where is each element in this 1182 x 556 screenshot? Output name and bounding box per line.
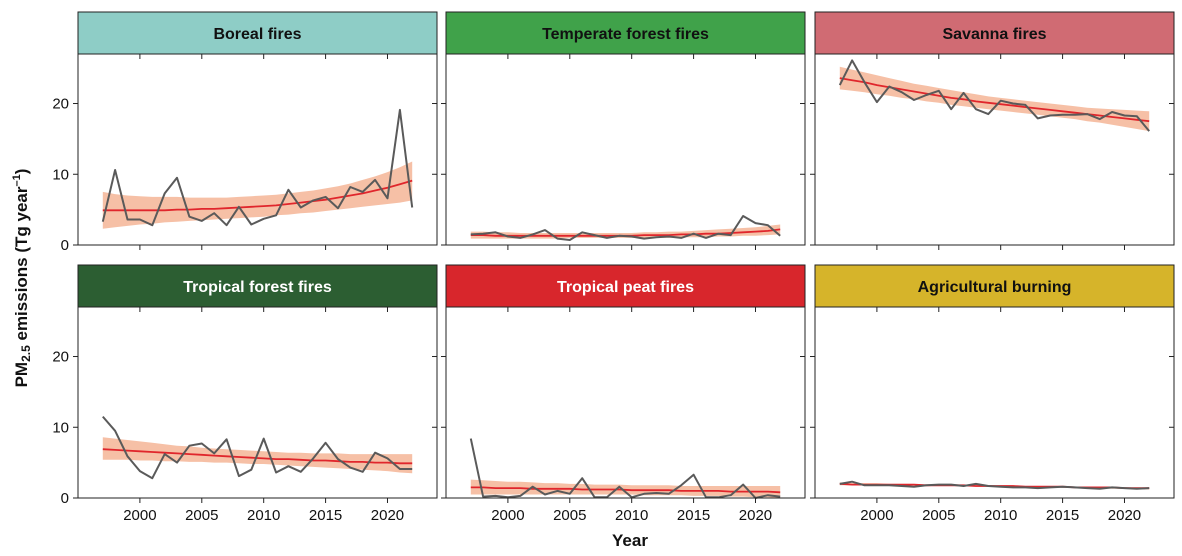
plot-frame: [77, 306, 438, 499]
panel-title: Tropical peat fires: [557, 279, 694, 296]
chart-panels: Boreal fires 0 10 20 Temperate forest fires S…: [52, 11, 1175, 524]
y-tick-label: 0: [61, 490, 69, 507]
plot-frame: [77, 53, 438, 246]
x-tick-label: 2020: [739, 507, 772, 524]
x-tick-label: 2015: [1046, 507, 1079, 524]
plot-frame: [445, 306, 806, 499]
y-tick-label: 20: [52, 96, 69, 113]
x-tick-label: 2015: [677, 507, 710, 524]
x-axis-label: Year: [612, 531, 648, 550]
x-tick-label: 2020: [1108, 507, 1141, 524]
panel-savanna-fires: Savanna fires: [810, 11, 1175, 250]
panel-title: Boreal fires: [213, 26, 301, 43]
x-tick-label: 2000: [123, 507, 156, 524]
panel-agricultural-burning: Agricultural burning 2000 2005 2010 2015 2020: [810, 264, 1175, 524]
panel-tropical-forest-fires: Tropical forest fires 0 10 20 2000 2005 2010 20…: [52, 264, 438, 524]
x-tick-label: 2010: [615, 507, 648, 524]
plot-frame: [445, 53, 806, 246]
plot-frame: [814, 306, 1175, 499]
panel-title: Temperate forest fires: [542, 26, 709, 43]
x-tick-label: 2005: [553, 507, 586, 524]
panel-header: [814, 11, 1175, 55]
trend-confidence-band: [102, 161, 413, 229]
panel-header: [445, 11, 806, 55]
emissions-series-line: [470, 215, 781, 241]
panel-header: [77, 11, 438, 55]
emissions-series-line: [469, 438, 781, 499]
panel-boreal-fires: Boreal fires 0 10 20: [52, 11, 438, 254]
emissions-series-line: [102, 415, 413, 480]
panel-tropical-peat-fires: Tropical peat fires 2000 2005 2010 2015 2020: [441, 264, 806, 524]
emissions-series-line: [839, 480, 1150, 490]
panel-title: Tropical forest fires: [183, 279, 332, 296]
panel-temperate-forest-fires: Temperate forest fires: [441, 11, 806, 250]
y-tick-label: 20: [52, 349, 69, 366]
y-tick-label: 10: [52, 166, 69, 183]
emissions-series-line: [101, 108, 414, 227]
x-tick-label: 2000: [860, 507, 893, 524]
x-tick-label: 2000: [491, 507, 524, 524]
trend-line: [102, 179, 413, 212]
x-tick-label: 2010: [247, 507, 280, 524]
x-tick-label: 2020: [371, 507, 404, 524]
panel-title: Agricultural burning: [918, 279, 1072, 296]
x-tick-label: 2005: [185, 507, 218, 524]
plot-frame: [814, 53, 1175, 246]
panel-header: [814, 264, 1175, 308]
trend-line: [102, 448, 413, 465]
y-tick-label: 0: [61, 237, 69, 254]
trend-line: [470, 486, 781, 494]
trend-confidence-band: [839, 66, 1150, 132]
x-tick-label: 2005: [922, 507, 955, 524]
panel-header: [445, 264, 806, 308]
y-tick-label: 10: [52, 419, 69, 436]
x-tick-label: 2010: [984, 507, 1017, 524]
emissions-series-line: [838, 59, 1150, 132]
x-tick-label: 2015: [309, 507, 342, 524]
panel-title: Savanna fires: [942, 26, 1046, 43]
